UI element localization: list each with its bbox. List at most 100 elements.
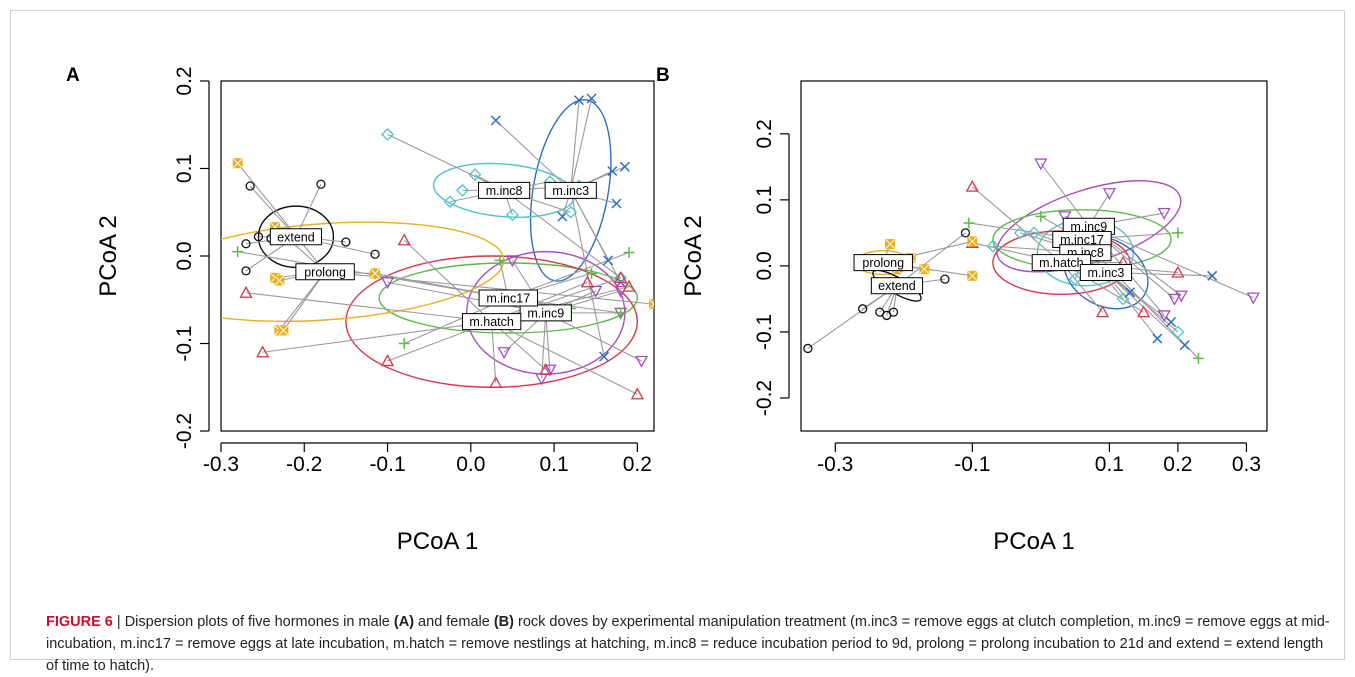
centroid-label-box [544,181,597,199]
spoke-m.inc3 [1105,272,1158,339]
ellipse-m.hatch [992,230,1131,296]
centroid-label-box [269,228,323,246]
point-m.inc8 [1068,272,1082,286]
x-tick-label: -0.3 [817,453,853,476]
x-tick-label: -0.3 [203,453,239,476]
point-m.inc3 [490,115,501,126]
point-m.hatch [489,376,503,389]
centroid-label-box [478,289,538,307]
x-tick-label: 0.1 [1095,453,1124,476]
spoke-m.hatch [491,321,638,395]
point-m.inc9 [1058,211,1072,224]
y-tick-label: 0.0 [173,241,196,270]
x-axis-label: PCoA 1 [993,528,1074,555]
point-m.inc9 [1034,158,1048,171]
spoke-m.inc3 [495,119,572,191]
x-tick-label: 0.0 [456,453,485,476]
spoke-m.inc9 [511,260,547,314]
spoke-m.inc9 [1088,225,1254,299]
y-tick-label: -0.1 [173,325,196,361]
spoke-m.hatch [491,321,497,383]
point-m.hatch [614,271,628,284]
point-prolong-cross [278,325,289,336]
point-m.inc8 [468,168,482,182]
point-m.hatch [539,362,553,375]
point-extend [316,179,326,189]
point-m.inc17 [963,217,975,229]
point-m.inc3 [607,166,618,177]
y-tick-label: 0.1 [173,154,196,183]
point-m.inc9 [1174,290,1188,303]
caption-text-2: and female [414,614,494,630]
point-m.inc17 [1172,227,1184,239]
point-prolong-cross [919,264,930,275]
point-m.inc17 [586,268,598,279]
y-axis-label: PCoA 2 [95,215,122,296]
point-extend [858,304,868,314]
point-m.inc3 [603,255,614,266]
centroid-label-box [1031,254,1092,272]
point-m.inc8 [506,208,519,222]
point-extend [341,237,351,247]
point-m.inc3 [1152,333,1163,344]
centroid-label-prolong: prolong [862,256,904,270]
point-m.hatch [1095,305,1110,318]
point-extend [253,232,264,242]
point-extend [888,307,899,317]
point-m.hatch [397,233,411,246]
centroid-label-box [853,254,913,272]
point-m.inc8 [1027,226,1041,240]
point-m.inc17 [494,254,506,266]
point-m.inc9 [589,285,603,298]
point-m.hatch [965,179,979,192]
point-m.inc9 [497,347,511,360]
x-tick-label: -0.2 [286,453,322,476]
spoke-prolong [278,271,326,331]
point-m.inc3 [1207,270,1218,281]
point-m.inc9 [1167,293,1182,306]
point-m.hatch [630,387,644,400]
centroid-label-prolong: prolong [304,265,346,279]
point-m.inc8 [381,127,394,141]
point-m.inc9 [634,355,649,368]
centroid-label-m.hatch: m.hatch [469,315,514,329]
point-prolong-cross [274,275,285,286]
y-tick-label: 0.2 [753,119,776,148]
point-m.inc3 [599,351,610,362]
spoke-prolong [283,271,326,331]
point-m.inc8 [614,271,628,285]
point-m.inc8 [564,205,578,219]
point-extend [241,266,251,276]
centroid-label-m.inc9: m.inc9 [1070,220,1107,234]
caption-separator: | [112,614,125,630]
point-m.inc9 [1102,188,1116,201]
point-m.inc17 [615,307,627,319]
y-tick-label: -0.2 [173,413,196,449]
y-tick-label: 0.0 [753,251,776,280]
point-m.inc17 [232,246,244,258]
x-tick-label: -0.1 [369,453,405,476]
centroid-label-extend: extend [878,279,916,293]
y-tick-label: 0.1 [753,185,776,214]
centroid-label-box [870,277,924,295]
x-tick-label: 0.2 [623,453,652,476]
point-m.inc8 [1171,325,1185,339]
spoke-m.inc3 [570,98,593,191]
panel-b: B -0.3 -0.1 0.1 0.2 0.3 PCoA 1 -0.2 -0.1 0.0 0.1 0.… [656,65,1268,555]
point-extend [803,343,813,354]
x-tick-label: 0.3 [1232,453,1261,476]
point-m.inc3 [611,198,622,209]
spoke-m.inc9 [387,281,546,314]
point-m.hatch [580,275,594,288]
point-m.inc9 [1157,207,1171,220]
centroid-label-m.inc17: m.inc17 [486,292,530,306]
point-m.inc8 [456,183,469,197]
point-prolong-cross [232,158,243,169]
point-prolong-cross [649,299,654,309]
centroid-label-m.inc9: m.inc9 [527,306,564,320]
spoke-m.inc8 [387,133,505,191]
caption-text-1: Dispersion plots of five hormones in mal… [124,614,394,630]
point-m.inc9 [1246,292,1260,305]
plot-area: m.inc9m.inc17m.inc8m.hatchm.inc3prolonge… [803,158,1260,364]
